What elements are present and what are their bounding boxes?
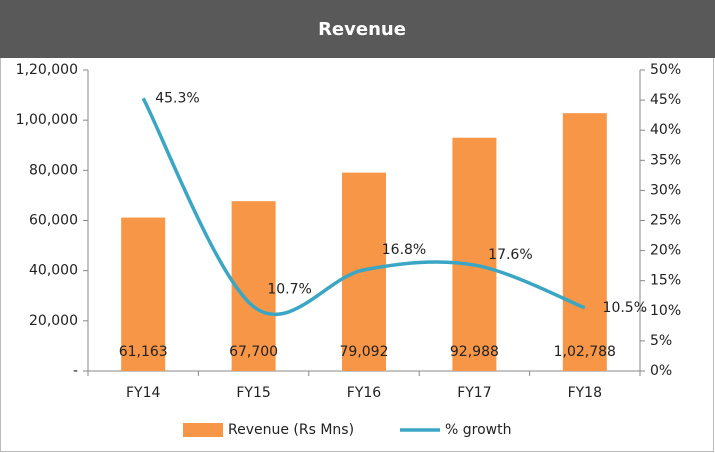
line-value-label: 17.6%: [488, 247, 532, 263]
y-tick-label: -: [73, 363, 78, 379]
y2-tick-label: 0%: [650, 363, 672, 379]
chart-title: Revenue: [318, 19, 406, 40]
y2-tick-label: 40%: [650, 122, 681, 138]
legend-label: Revenue (Rs Mns): [228, 422, 354, 438]
bar-value-label: 1,02,788: [554, 344, 616, 360]
bar-value-label: 79,092: [340, 344, 389, 360]
line-value-label: 10.5%: [603, 300, 647, 316]
x-tick-label: FY16: [347, 385, 382, 401]
bar: [231, 201, 276, 371]
bar: [342, 172, 386, 371]
y2-tick-label: 25%: [650, 213, 681, 229]
line-value-label: 45.3%: [155, 90, 199, 106]
line-value-label: 16.8%: [382, 242, 426, 258]
y-tick-label: 80,000: [29, 162, 78, 178]
y2-tick-label: 30%: [650, 182, 681, 198]
bar-value-label: 92,988: [450, 344, 499, 360]
bar: [562, 113, 607, 371]
x-tick-label: FY17: [457, 385, 491, 401]
y-tick-label: 1,20,000: [16, 62, 78, 78]
legend-swatch: [183, 423, 223, 437]
y-tick-label: 60,000: [29, 213, 78, 229]
growth-line: [141, 97, 586, 316]
y2-tick-label: 35%: [650, 152, 681, 168]
legend-label: % growth: [445, 422, 511, 438]
x-tick-label: FY18: [568, 385, 602, 401]
bar-value-label: 67,700: [229, 344, 278, 360]
x-tick-label: FY14: [126, 385, 161, 401]
y2-tick-label: 45%: [650, 92, 681, 108]
y2-tick-label: 10%: [650, 303, 681, 319]
bar: [452, 137, 497, 371]
bar-value-label: 61,163: [119, 344, 168, 360]
title-bar: [0, 0, 715, 58]
bar: [121, 217, 166, 371]
y2-tick-label: 20%: [650, 243, 681, 259]
line-value-label: 10.7%: [267, 282, 311, 298]
x-tick-label: FY15: [236, 385, 270, 401]
y-tick-label: 20,000: [29, 313, 78, 329]
y2-tick-label: 15%: [650, 273, 681, 289]
y2-tick-label: 5%: [650, 333, 672, 349]
y2-tick-label: 50%: [650, 62, 681, 78]
y-tick-label: 1,00,000: [16, 112, 78, 128]
y-tick-label: 40,000: [29, 263, 78, 279]
